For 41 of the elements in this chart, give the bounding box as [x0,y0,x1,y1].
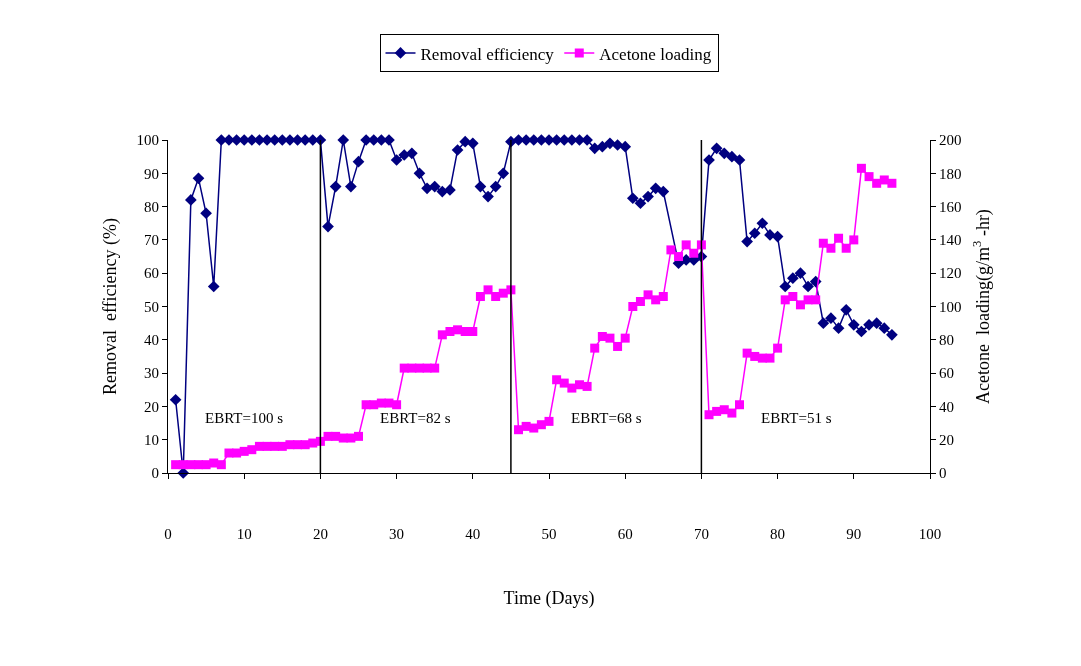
y-tick-label: 30 [144,365,159,382]
y-tick-label: 70 [144,232,159,249]
annotation: EBRT=68 s [571,410,642,426]
y2-tick-label: 160 [939,198,962,215]
y2-tick-label: 60 [939,365,954,382]
y-tick-label: 0 [151,465,159,482]
x-axis-title: Time (Days) [503,588,595,610]
x-tick-label: 20 [312,526,328,542]
y2-tick-label: 40 [939,398,954,415]
y2-tick-label: 100 [939,298,962,315]
y2-tick-label: 80 [939,332,954,349]
x-tick-label: 30 [389,526,405,542]
y-tick-label: 90 [144,165,159,182]
y2-tick-label: 0 [939,465,947,482]
y-tick-label: 20 [144,398,159,415]
x-tick-label: 10 [236,526,252,542]
y2-tick-label: 20 [939,431,954,448]
x-tick-label: 90 [846,526,862,542]
y-tick-label: 80 [144,198,159,215]
y-tick-label: 50 [144,298,159,315]
legend-label: Removal efficiency [420,44,555,64]
x-tick-label: 0 [164,526,172,542]
y-tick-label: 10 [144,431,159,448]
x-tick-label: 40 [465,526,481,542]
x-tick-label: 100 [918,526,942,542]
legend-label: Acetone loading [599,44,712,64]
annotation: EBRT=82 s [380,410,451,426]
y2-tick-label: 200 [939,132,962,149]
x-tick-label: 60 [617,526,633,542]
annotation: EBRT=51 s [761,410,832,426]
y2-tick-label: 180 [939,165,962,182]
y-tick-label: 40 [144,332,159,349]
y-tick-label: 100 [136,132,159,149]
y2-tick-label: 120 [939,265,962,282]
y-axis-title: Removal efficiency (%) [99,217,121,396]
x-tick-label: 50 [541,526,557,542]
y2-tick-label: 140 [939,232,962,249]
annotation: EBRT=100 s [205,410,284,426]
x-tick-label: 80 [770,526,786,542]
y-tick-label: 60 [144,265,159,282]
x-tick-label: 70 [693,526,709,542]
